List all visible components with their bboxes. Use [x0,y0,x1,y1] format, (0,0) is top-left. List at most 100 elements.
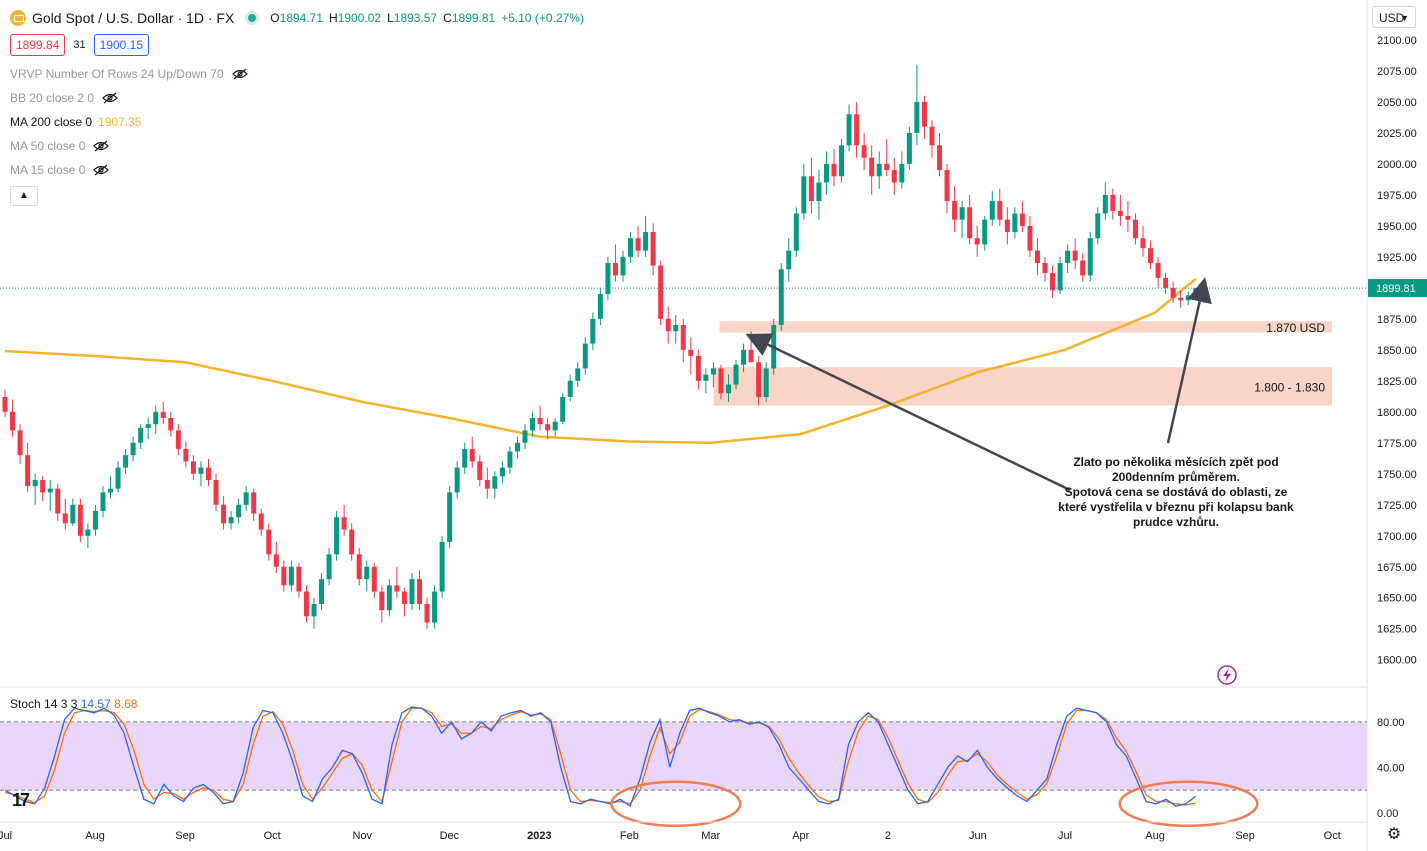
price-tick-label: 1600.00 [1377,655,1417,667]
candle [1072,238,1078,270]
candle-body [62,513,68,524]
market-open-icon [248,14,257,22]
support-zones: 1.870 USD 1.800 - 1.830 [713,321,1332,406]
candle [379,585,385,623]
candle-body [854,114,860,146]
symbol-title[interactable]: Gold Spot / U.S. Dollar · 1D · FX [32,10,235,26]
sell-button[interactable]: 1899.84 [10,34,66,56]
candle-body [620,256,626,276]
candle [85,523,91,549]
candle [899,151,905,189]
candle [1125,201,1131,233]
time-tick-label: Jul [1058,830,1072,842]
collapse-legend-button[interactable]: ▲ [10,186,38,206]
time-tick-label: Oct [264,830,281,842]
candle [733,359,739,390]
candle [319,572,325,611]
candle [530,411,536,437]
candle-body [424,603,430,623]
candle [1163,272,1169,295]
candle-body [650,232,656,266]
candle-body [454,467,460,493]
candle [47,479,53,511]
candle-body [477,461,483,480]
buy-button[interactable]: 1900.15 [93,34,150,56]
candle [665,306,671,344]
candle-body [288,566,294,586]
candle [861,132,867,171]
price-tick-label: 1700.00 [1377,531,1417,543]
candle-body [1193,288,1199,295]
stoch-k-line [4,706,1197,808]
indicator-ma50[interactable]: MA 50 close 0 [10,139,110,153]
candle [198,461,204,487]
candle [560,393,566,425]
candle-body [567,380,573,397]
candle [718,364,724,400]
eye-hidden-icon[interactable] [231,68,248,80]
eye-hidden-icon[interactable] [93,140,110,152]
candle-body [198,467,204,474]
candle-body [92,510,98,530]
candle [341,504,347,536]
candle-body [281,566,287,586]
indicator-ma200[interactable]: MA 200 close 0 1907.35 [10,115,142,129]
candle-body [718,368,724,394]
candle [25,442,31,493]
candle [454,461,460,499]
candle [160,401,166,425]
gear-icon[interactable]: ⚙ [1386,826,1402,843]
candle [552,418,558,437]
time-axis[interactable]: Jul Aug Sep Oct Nov Dec 2023 Feb Mar Apr 2 Jun Jul Au… [0,821,1367,842]
candle-body [921,101,927,127]
price-tick-label: 2100.00 [1377,35,1417,47]
candle [32,473,38,505]
candle [846,104,852,152]
candle [703,368,709,394]
candle-body [703,374,709,381]
candle-body [1170,287,1176,298]
candle-body [25,455,31,487]
candle-body [236,504,242,518]
time-tick-label: Mar [701,830,720,842]
candle [356,548,362,586]
time-tick-label: 2 [885,830,891,842]
candle-body [756,362,762,397]
stoch-legend[interactable]: Stoch 14 3 3 14.57 8.68 [10,697,138,711]
candle-body [507,451,513,468]
ma200-layer [4,277,1197,445]
ohlc-open: O1894.71 [270,11,324,25]
candle-body [462,448,468,468]
candle-body [273,554,279,567]
candle-body [228,517,234,524]
candle-body [1132,219,1138,239]
candle [175,424,181,456]
candle-body [514,442,520,452]
candle [138,424,144,449]
candle [77,498,83,542]
candle-body [575,368,581,381]
price-axis[interactable]: 1600.00 1625.00 1650.00 1675.00 1700.00 1725.… [1366,0,1427,851]
indicator-ma15[interactable]: MA 15 close 0 [10,163,110,177]
candle-body [130,442,136,456]
currency-select[interactable]: USD ▼ [1372,6,1416,28]
candle [688,337,694,375]
eye-hidden-icon[interactable] [93,164,110,176]
candle [695,349,701,390]
tradingview-logo-icon[interactable]: 17 [12,790,30,810]
candle [394,566,400,598]
annotation-line: Spotová cena se dostává do oblasti, ze [1065,485,1288,499]
highlight-circle [610,780,742,828]
indicator-vrvp[interactable]: VRVP Number Of Rows 24 Up/Down 70 [10,67,248,81]
price-tick-label: 1950.00 [1377,221,1417,233]
candle [221,496,227,530]
candle-body [605,263,611,295]
candle [989,191,995,226]
candlesticks [0,64,1367,629]
indicator-bb[interactable]: BB 20 close 2 0 [10,91,118,105]
candle [514,436,520,459]
candle [371,563,377,598]
eye-hidden-icon[interactable] [102,92,118,104]
candle [1110,188,1116,220]
